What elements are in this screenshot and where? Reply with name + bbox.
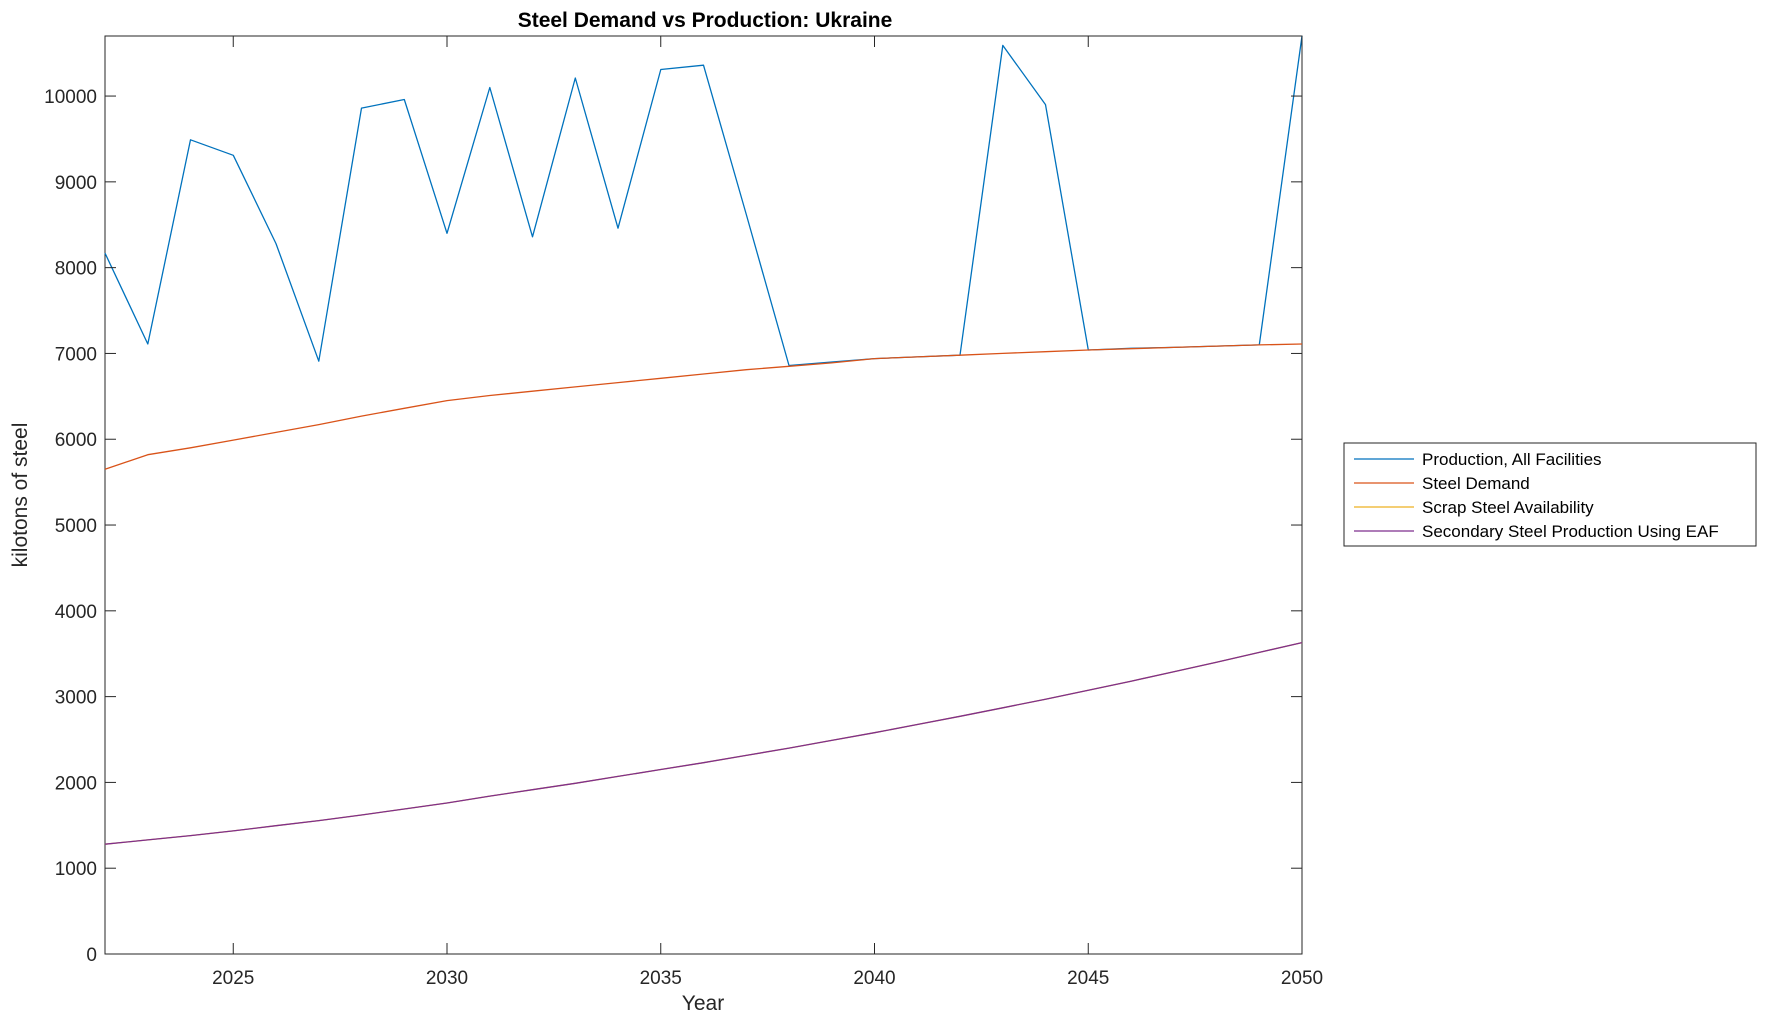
x-tick-label: 2030 [426,968,468,989]
y-tick-label: 2000 [55,773,97,794]
x-tick-label: 2050 [1281,968,1323,989]
y-axis-label: kilotons of steel [9,423,32,568]
series-line-2 [104,343,1303,470]
x-axis-label: Year [682,992,724,1015]
y-tick-label: 3000 [55,688,97,709]
y-tick-label: 6000 [55,430,97,451]
chart-title: Steel Demand vs Production: Ukraine [518,9,893,32]
legend-box [1343,442,1757,547]
y-tick-label: 9000 [55,173,97,194]
series-layer [104,35,1303,845]
legend-label: Scrap Steel Availability [1422,498,1594,517]
x-tick-label: 2045 [1067,968,1109,989]
x-tick-label: 2035 [640,968,682,989]
legend: Production, All Facilities Steel Demand Sc… [1343,442,1757,547]
series-line-4 [104,641,1303,845]
legend-label: Steel Demand [1422,474,1530,493]
plot-area: 2025 2030 2035 2040 2045 2050 0 1000 2000 3000 400… [44,35,1323,989]
y-tick-label: 5000 [55,516,97,537]
tick-layer: 2025 2030 2035 2040 2045 2050 0 1000 2000 3000 400… [44,36,1323,989]
legend-label: Production, All Facilities [1422,450,1602,469]
y-tick-label: 8000 [55,259,97,280]
y-tick-label: 10000 [44,87,97,108]
legend-label: Secondary Steel Production Using EAF [1422,522,1719,541]
y-tick-label: 0 [86,945,97,966]
plot-frame [104,35,1303,955]
y-tick-label: 7000 [55,344,97,365]
x-tick-label: 2040 [853,968,895,989]
y-tick-label: 1000 [55,859,97,880]
x-tick-label: 2025 [212,968,254,989]
y-tick-label: 4000 [55,602,97,623]
